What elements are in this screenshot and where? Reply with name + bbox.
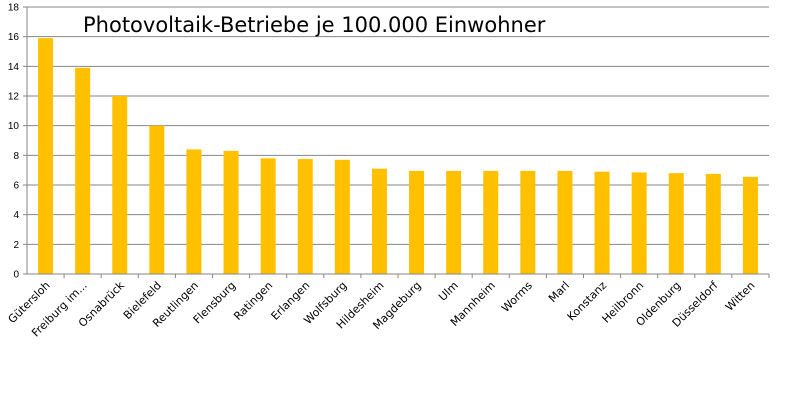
y-tick-label: 10 [8,121,20,132]
x-category-label: Worms [499,279,535,315]
bar [409,170,425,274]
bar [38,38,54,275]
chart-title: Photovoltaik-Betriebe je 100.000 Einwohn… [83,13,546,37]
bar [483,170,499,274]
bar [75,67,91,274]
bar [668,173,684,274]
axes [26,7,769,275]
bar [520,170,536,274]
y-tick-label: 8 [13,151,19,162]
x-category-label: Witten [723,279,758,314]
bar [742,176,758,274]
y-tick-labels: 0 2 4 6 8 10 12 14 16 18 [8,3,20,281]
bar [186,149,202,274]
y-tick-label: 6 [13,181,19,192]
x-category-label: Ulm [436,279,461,304]
y-tick-label: 0 [13,270,19,281]
bar [334,159,350,274]
bar [297,159,313,274]
bars [38,38,758,275]
y-tick-label: 16 [8,32,20,43]
x-category-label: Marl [546,279,572,305]
bar [371,168,387,274]
bar [446,170,462,274]
bar [594,171,610,274]
bar [223,150,239,274]
y-tick-label: 12 [8,92,20,103]
x-category-label: Ratingen [231,279,275,323]
y-tick-label: 14 [8,62,20,73]
y-tick-label: 2 [13,240,19,251]
bar [260,158,276,274]
bar [557,170,573,274]
bar [149,125,165,275]
bar [631,172,647,274]
bar [705,173,721,274]
gridlines [23,6,770,278]
y-tick-label: 4 [13,210,19,221]
y-tick-label: 18 [8,3,20,14]
bar [112,96,128,274]
